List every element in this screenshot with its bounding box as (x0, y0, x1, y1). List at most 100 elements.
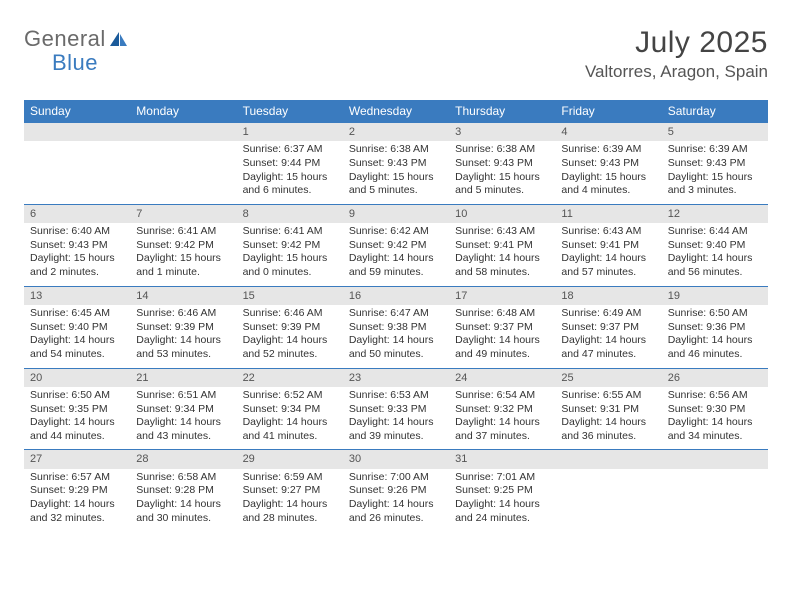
calendar-cell: 8Sunrise: 6:41 AMSunset: 9:42 PMDaylight… (237, 204, 343, 286)
sunrise-line: Sunrise: 6:41 AM (243, 225, 337, 239)
sunset-line: Sunset: 9:43 PM (668, 157, 762, 171)
sunrise-line: Sunrise: 6:55 AM (561, 389, 655, 403)
day-number: 1 (237, 123, 343, 141)
calendar-cell-empty (130, 122, 236, 204)
sunset-line: Sunset: 9:39 PM (136, 321, 230, 335)
weekday-label: Monday (130, 100, 236, 122)
day-number: 4 (555, 123, 661, 141)
sunrise-line: Sunrise: 6:37 AM (243, 143, 337, 157)
calendar-cell: 31Sunrise: 7:01 AMSunset: 9:25 PMDayligh… (449, 449, 555, 531)
cell-content: Sunrise: 6:41 AMSunset: 9:42 PMDaylight:… (237, 225, 343, 280)
calendar-cell: 11Sunrise: 6:43 AMSunset: 9:41 PMDayligh… (555, 204, 661, 286)
day-number: 11 (555, 205, 661, 223)
calendar-body: 1 Sunrise: 6:37 AMSunset: 9:44 PM Daylight… (24, 122, 768, 531)
cell-content: Sunrise: 6:46 AMSunset: 9:39 PMDaylight:… (130, 307, 236, 362)
sunset-line: Sunset: 9:40 PM (30, 321, 124, 335)
cell-content: Sunrise: 6:57 AMSunset: 9:29 PMDaylight:… (24, 471, 130, 526)
calendar-cell-empty (662, 449, 768, 531)
sunset-line: Sunset: 9:40 PM (668, 239, 762, 253)
day-number (130, 123, 236, 141)
sunset-line: Sunset: 9:28 PM (136, 484, 230, 498)
sunset-line: Sunset: 9:37 PM (561, 321, 655, 335)
day-number: 28 (130, 450, 236, 468)
sunset-line: Sunset: 9:36 PM (668, 321, 762, 335)
cell-content: Sunrise: 6:53 AMSunset: 9:33 PMDaylight:… (343, 389, 449, 444)
day-number: 16 (343, 287, 449, 305)
sunset-line: Sunset: 9:42 PM (243, 239, 337, 253)
location-subtitle: Valtorres, Aragon, Spain (585, 62, 768, 82)
daylight-line: Daylight: 14 hours and 24 minutes. (455, 498, 549, 525)
calendar-cell: 10Sunrise: 6:43 AMSunset: 9:41 PMDayligh… (449, 204, 555, 286)
logo: General (24, 26, 128, 52)
calendar-cell: 9Sunrise: 6:42 AMSunset: 9:42 PMDaylight… (343, 204, 449, 286)
day-number: 26 (662, 369, 768, 387)
page-title: July 2025 (585, 26, 768, 60)
sunrise-line: Sunrise: 6:56 AM (668, 389, 762, 403)
cell-content: Sunrise: 6:52 AMSunset: 9:34 PMDaylight:… (237, 389, 343, 444)
daylight-line: Daylight: 14 hours and 54 minutes. (30, 334, 124, 361)
calendar-cell: 17Sunrise: 6:48 AMSunset: 9:37 PMDayligh… (449, 286, 555, 368)
sunrise-line: Sunrise: 6:41 AM (136, 225, 230, 239)
calendar-cell: 19Sunrise: 6:50 AMSunset: 9:36 PMDayligh… (662, 286, 768, 368)
sunrise-line: Sunrise: 6:57 AM (30, 471, 124, 485)
sunrise-line: Sunrise: 6:43 AM (455, 225, 549, 239)
daylight-line: Daylight: 14 hours and 44 minutes. (30, 416, 124, 443)
sunrise-line: Sunrise: 6:38 AM (349, 143, 443, 157)
sunset-line: Sunset: 9:37 PM (455, 321, 549, 335)
calendar-cell: 12Sunrise: 6:44 AMSunset: 9:40 PMDayligh… (662, 204, 768, 286)
cell-content: Sunrise: 6:40 AMSunset: 9:43 PMDaylight:… (24, 225, 130, 280)
sunrise-line: Sunrise: 6:40 AM (30, 225, 124, 239)
sunrise-line: Sunrise: 6:47 AM (349, 307, 443, 321)
sunset-line: Sunset: 9:34 PM (243, 403, 337, 417)
day-number: 29 (237, 450, 343, 468)
sunrise-line: Sunrise: 6:42 AM (349, 225, 443, 239)
day-number: 27 (24, 450, 130, 468)
sunrise-line: Sunrise: 6:54 AM (455, 389, 549, 403)
day-number (662, 450, 768, 468)
sunrise-line: Sunrise: 6:53 AM (349, 389, 443, 403)
daylight-line: Daylight: 14 hours and 26 minutes. (349, 498, 443, 525)
day-number: 6 (24, 205, 130, 223)
daylight-line: Daylight: 14 hours and 41 minutes. (243, 416, 337, 443)
logo-text-blue-wrap: Blue (24, 50, 98, 76)
sunrise-line: Sunrise: 6:39 AM (668, 143, 762, 157)
sunset-line: Sunset: 9:32 PM (455, 403, 549, 417)
sunset-line: Sunset: 9:41 PM (455, 239, 549, 253)
weekday-label: Wednesday (343, 100, 449, 122)
day-number: 22 (237, 369, 343, 387)
cell-content: Sunrise: 6:45 AMSunset: 9:40 PMDaylight:… (24, 307, 130, 362)
cell-content: Sunrise: 6:39 AMSunset: 9:43 PMDaylight:… (662, 143, 768, 198)
day-number: 13 (24, 287, 130, 305)
sunset-line: Sunset: 9:38 PM (349, 321, 443, 335)
sunrise-line: Sunrise: 6:43 AM (561, 225, 655, 239)
daylight-line: Daylight: 14 hours and 57 minutes. (561, 252, 655, 279)
calendar-cell: 29Sunrise: 6:59 AMSunset: 9:27 PMDayligh… (237, 449, 343, 531)
daylight-line: Daylight: 14 hours and 46 minutes. (668, 334, 762, 361)
daylight-line: Daylight: 14 hours and 59 minutes. (349, 252, 443, 279)
daylight-line: Daylight: 14 hours and 30 minutes. (136, 498, 230, 525)
day-number: 5 (662, 123, 768, 141)
daylight-line: Daylight: 14 hours and 58 minutes. (455, 252, 549, 279)
calendar-cell: 26Sunrise: 6:56 AMSunset: 9:30 PMDayligh… (662, 368, 768, 450)
calendar-cell: 15Sunrise: 6:46 AMSunset: 9:39 PMDayligh… (237, 286, 343, 368)
weekday-label: Tuesday (237, 100, 343, 122)
sunset-line: Sunset: 9:27 PM (243, 484, 337, 498)
daylight-line: Daylight: 14 hours and 39 minutes. (349, 416, 443, 443)
daylight-line: Daylight: 14 hours and 50 minutes. (349, 334, 443, 361)
calendar-cell: 30Sunrise: 7:00 AMSunset: 9:26 PMDayligh… (343, 449, 449, 531)
calendar-cell: 20Sunrise: 6:50 AMSunset: 9:35 PMDayligh… (24, 368, 130, 450)
cell-content: Sunrise: 7:01 AMSunset: 9:25 PMDaylight:… (449, 471, 555, 526)
sunset-line: Sunset: 9:29 PM (30, 484, 124, 498)
day-number (555, 450, 661, 468)
calendar-cell: 1Sunrise: 6:37 AMSunset: 9:44 PMDaylight… (237, 122, 343, 204)
daylight-line: Daylight: 14 hours and 49 minutes. (455, 334, 549, 361)
sail-icon (108, 30, 128, 48)
weekday-label: Sunday (24, 100, 130, 122)
sunrise-line: Sunrise: 6:46 AM (136, 307, 230, 321)
cell-content: Sunrise: 6:38 AMSunset: 9:43 PMDaylight:… (449, 143, 555, 198)
day-number: 21 (130, 369, 236, 387)
cell-content: Sunrise: 6:58 AMSunset: 9:28 PMDaylight:… (130, 471, 236, 526)
sunset-line: Sunset: 9:44 PM (243, 157, 337, 171)
cell-content: Sunrise: 7:00 AMSunset: 9:26 PMDaylight:… (343, 471, 449, 526)
sunrise-line: Sunrise: 6:51 AM (136, 389, 230, 403)
